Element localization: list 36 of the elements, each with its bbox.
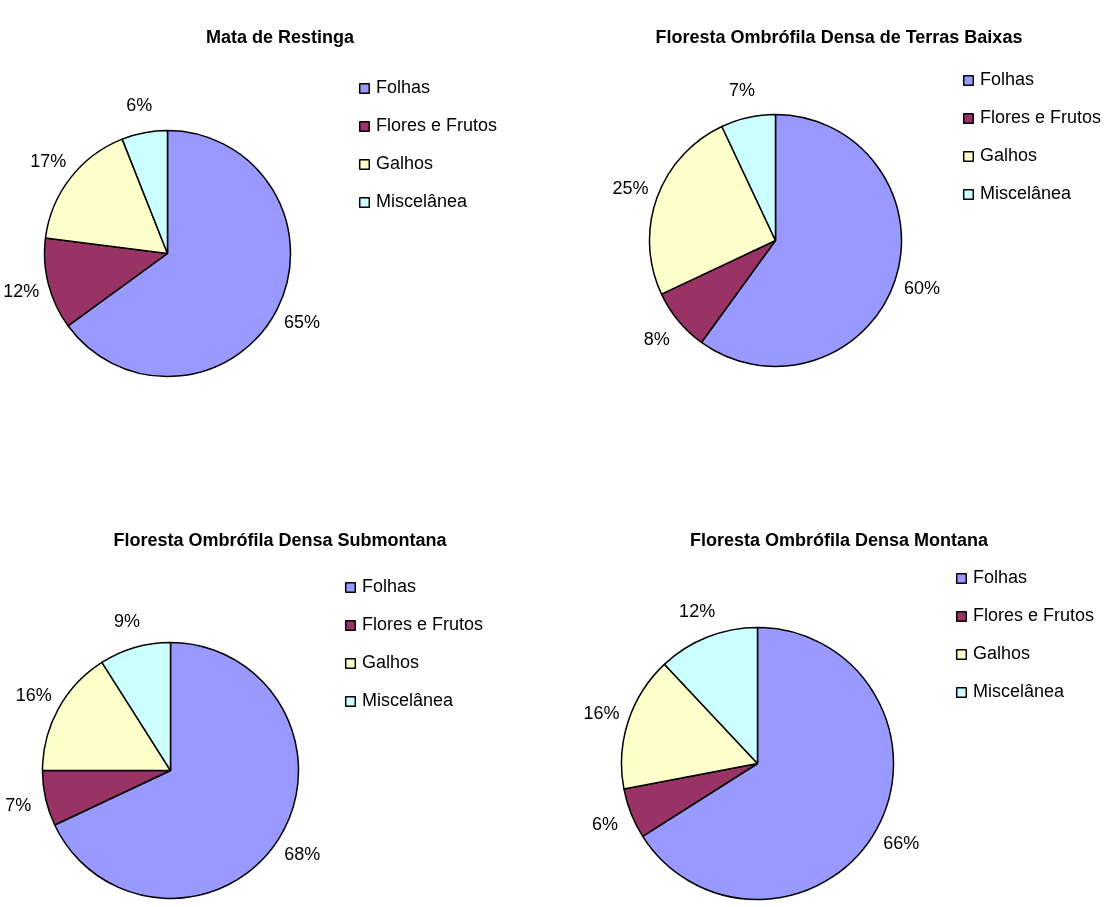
data-label: 65% (284, 312, 321, 333)
data-label: 12% (679, 601, 716, 622)
data-label: 16% (583, 702, 620, 723)
legend-label: Folhas (362, 576, 417, 597)
legend-label: Miscelânea (980, 183, 1072, 204)
chart-title: Floresta Ombrófila Densa de Terras Baixas (655, 26, 1023, 47)
data-label: 6% (592, 813, 619, 834)
data-label: 7% (5, 794, 32, 815)
data-label: 12% (3, 281, 40, 302)
data-label: 8% (643, 328, 670, 349)
chart-title: Floresta Ombrófila Densa Submontana (113, 529, 448, 550)
legend-label: Galhos (973, 643, 1031, 664)
legend-label: Folhas (973, 567, 1028, 588)
data-label: 68% (284, 844, 321, 865)
legend-label: Miscelânea (362, 690, 454, 711)
legend-label: Flores e Frutos (980, 107, 1102, 128)
data-label: 6% (126, 95, 153, 116)
data-label: 9% (113, 610, 140, 631)
legend-label: Folhas (376, 77, 431, 98)
legend-label: Galhos (980, 145, 1038, 166)
data-label: 16% (15, 685, 52, 706)
legend-label: Miscelânea (973, 681, 1065, 702)
data-label: 66% (883, 832, 920, 853)
data-label: 17% (30, 150, 67, 171)
chart-title: Mata de Restinga (205, 26, 356, 47)
legend-label: Flores e Frutos (376, 115, 498, 136)
data-label: 25% (612, 178, 649, 199)
data-label: 7% (728, 80, 755, 101)
legend-label: Galhos (362, 652, 420, 673)
legend-label: Folhas (980, 69, 1035, 90)
legend-label: Flores e Frutos (973, 605, 1095, 626)
legend-label: Miscelânea (376, 191, 468, 212)
legend-label: Galhos (376, 153, 434, 174)
legend-label: Flores e Frutos (362, 614, 484, 635)
chart-title: Floresta Ombrófila Densa Montana (689, 529, 990, 550)
data-label: 60% (903, 278, 940, 299)
